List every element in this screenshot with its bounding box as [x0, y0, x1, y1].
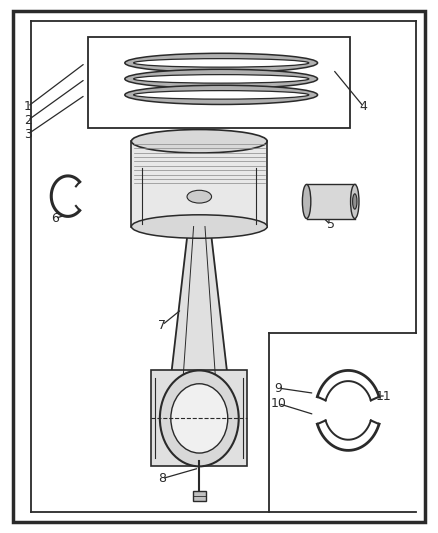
- Text: 5: 5: [327, 219, 335, 231]
- Ellipse shape: [350, 184, 359, 219]
- Text: 4: 4: [360, 100, 367, 113]
- Text: 2: 2: [24, 114, 32, 127]
- Ellipse shape: [125, 69, 318, 88]
- Bar: [193, 491, 206, 501]
- Text: 7: 7: [158, 319, 166, 332]
- Ellipse shape: [134, 91, 309, 99]
- Circle shape: [171, 384, 228, 453]
- Ellipse shape: [187, 190, 212, 203]
- Ellipse shape: [125, 85, 318, 104]
- Ellipse shape: [134, 75, 309, 83]
- Ellipse shape: [131, 215, 267, 238]
- Text: 3: 3: [24, 128, 32, 141]
- Ellipse shape: [125, 53, 318, 72]
- Text: 11: 11: [375, 390, 391, 402]
- Ellipse shape: [353, 194, 357, 209]
- Ellipse shape: [131, 130, 267, 153]
- Bar: [307, 184, 355, 219]
- Bar: [88, 37, 350, 128]
- Text: 6: 6: [51, 212, 59, 225]
- Text: 1: 1: [24, 100, 32, 113]
- Ellipse shape: [134, 59, 309, 67]
- Text: 8: 8: [158, 472, 166, 485]
- Text: 9: 9: [274, 382, 282, 394]
- FancyBboxPatch shape: [151, 370, 247, 466]
- Text: 10: 10: [270, 397, 286, 410]
- Polygon shape: [169, 227, 230, 397]
- Ellipse shape: [302, 184, 311, 219]
- Bar: [131, 141, 267, 227]
- Circle shape: [160, 370, 239, 466]
